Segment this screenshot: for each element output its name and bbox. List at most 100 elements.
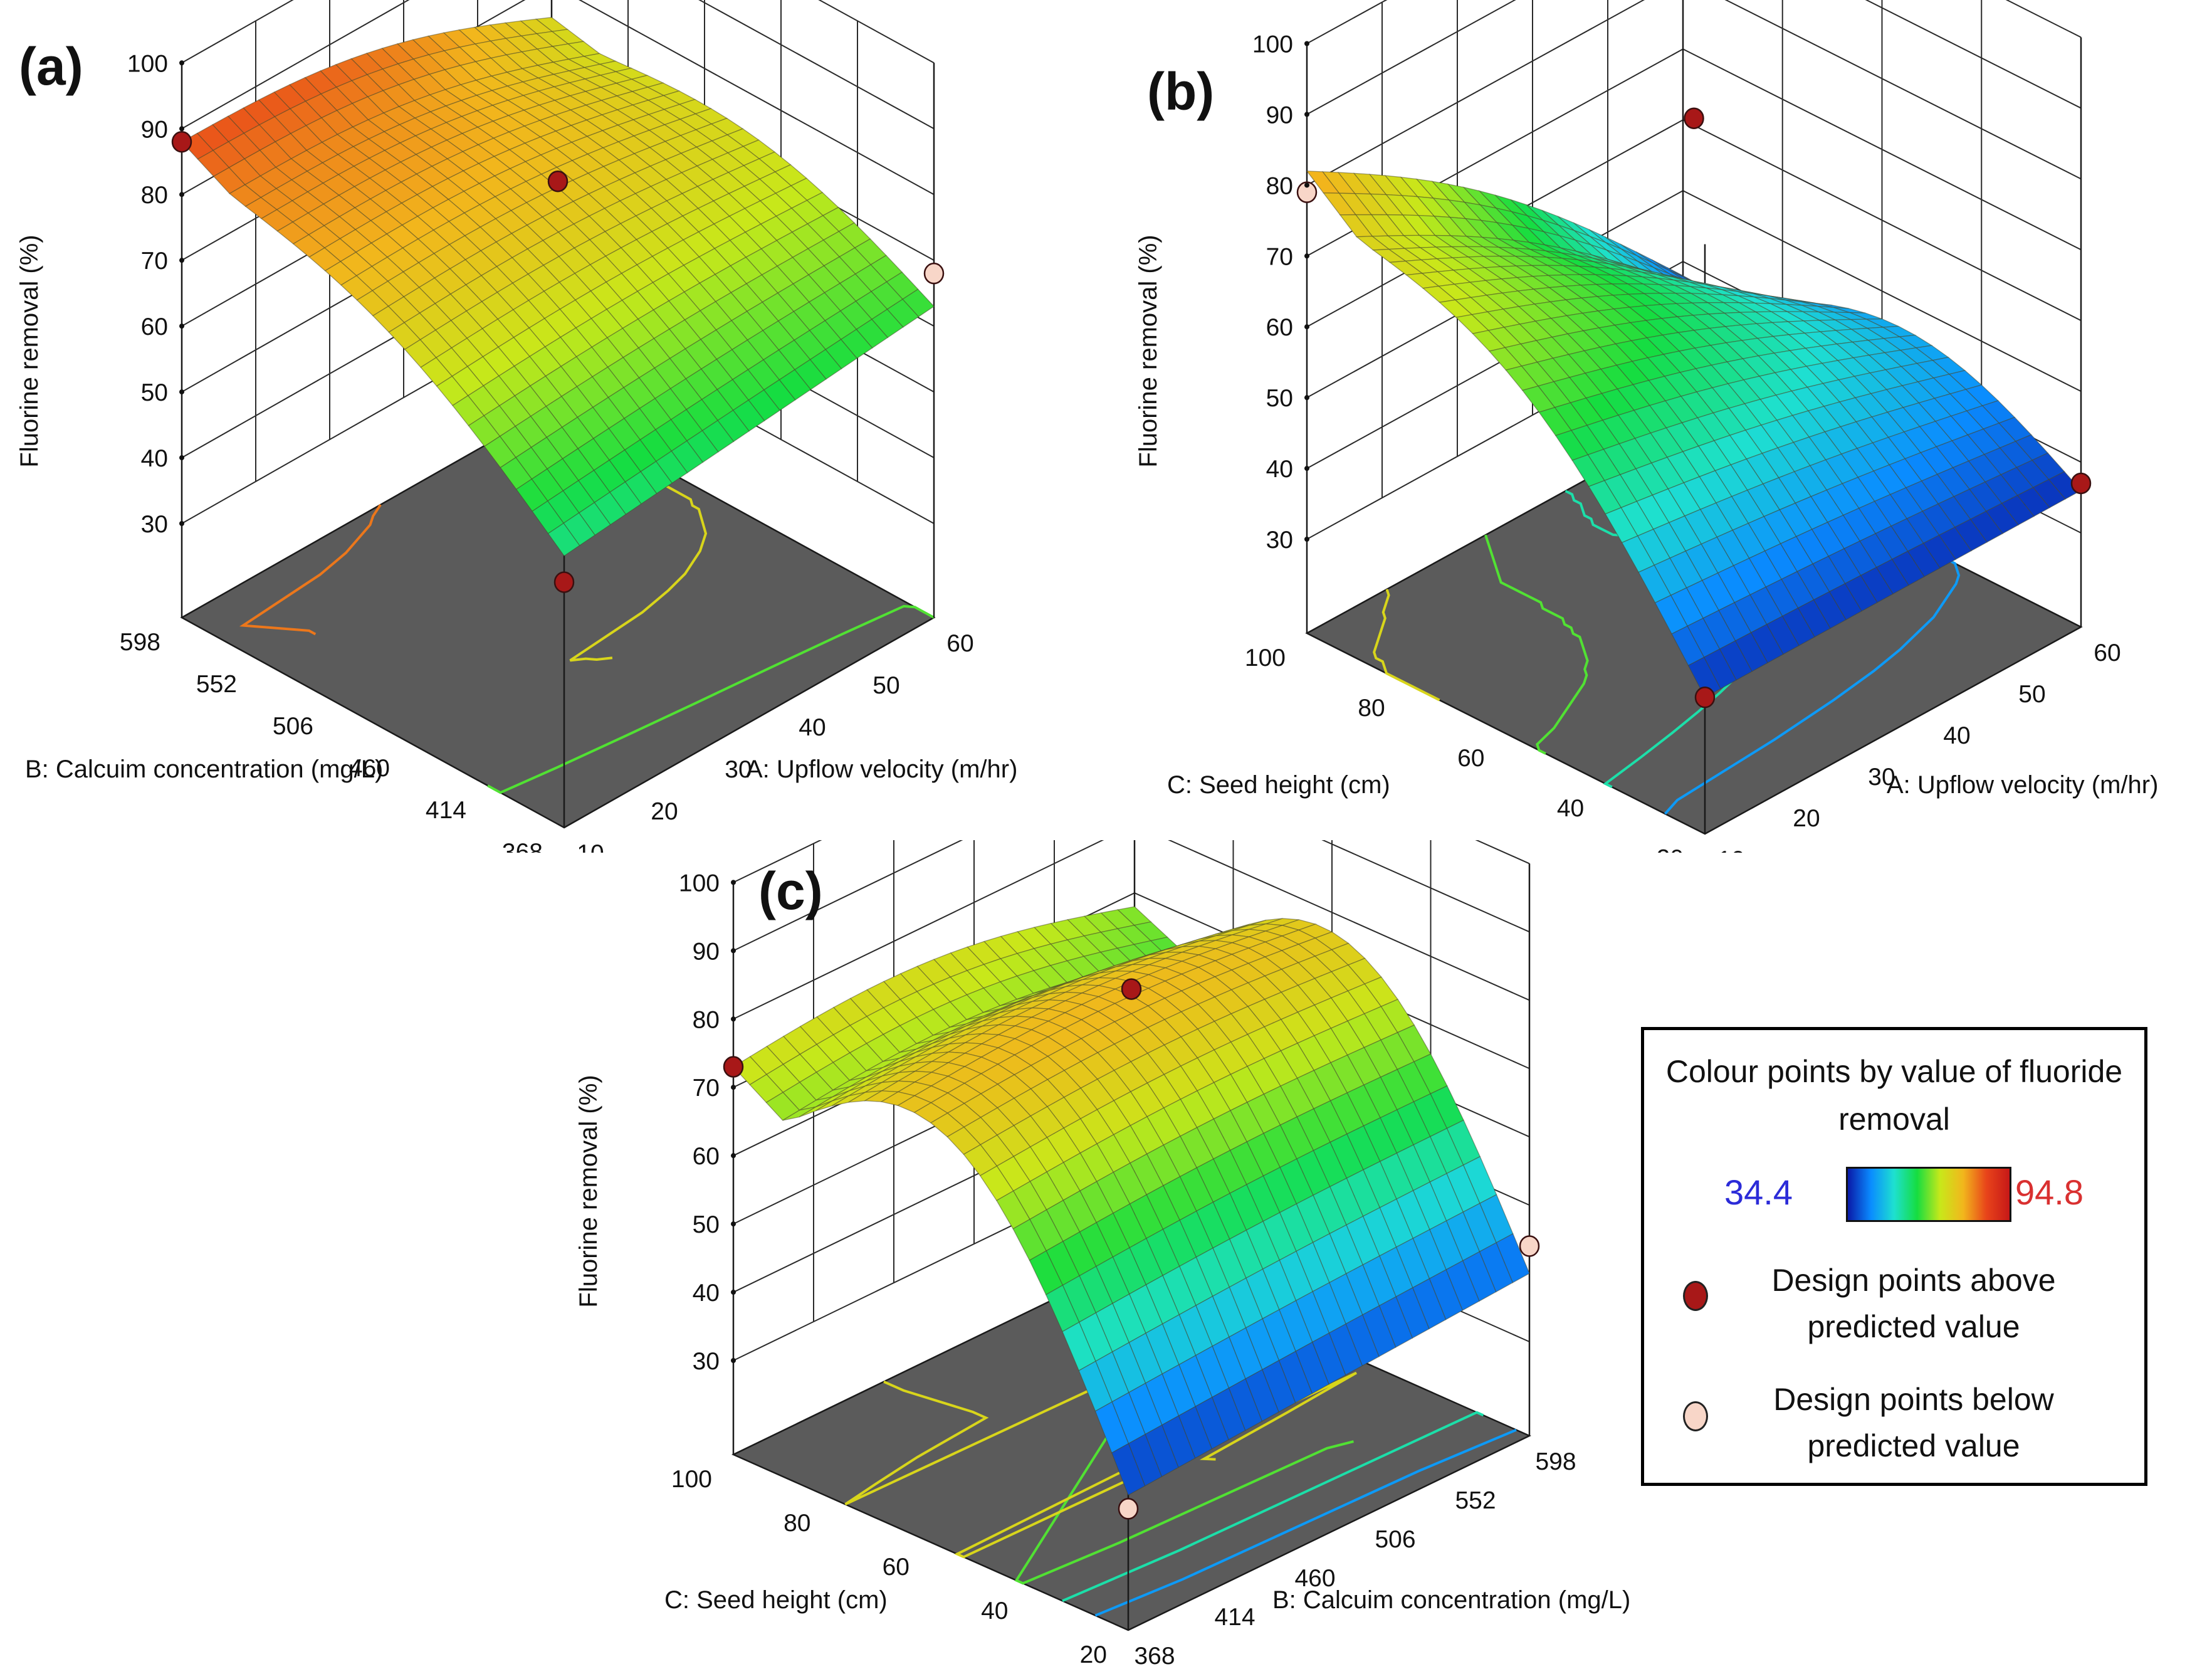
design-point-above (553, 571, 575, 593)
z-tick-mark (731, 948, 736, 954)
contour-line (239, 503, 382, 636)
contour-line (1094, 1428, 1517, 1617)
x-tick-label: 10 (1717, 846, 1744, 853)
surface-cell (547, 522, 580, 557)
design-point-below (1519, 1235, 1540, 1257)
z-axis-label: Fluorine removal (%) (16, 234, 43, 467)
z-tick-label: 60 (1266, 314, 1293, 341)
response-surface (181, 17, 935, 557)
panel-label: (b) (1147, 62, 1214, 121)
z-tick-label: 40 (693, 1280, 720, 1307)
z-tick-label: 70 (141, 248, 168, 275)
z-tick-mark (179, 324, 184, 329)
z-tick-mark (1304, 182, 1309, 188)
legend-below-label: Design points below predicted value (1773, 1382, 2054, 1463)
z-tick-mark (731, 880, 736, 885)
surface-plot-c: 30 40 50 60 70 80 90 100 368 414 460 506 552 598 20 40 6… (575, 840, 1630, 1669)
z-tick-mark (1304, 324, 1309, 330)
z-tick-label: 40 (1266, 456, 1293, 483)
below-point-marker-icon (1683, 1401, 1708, 1431)
surface-plot-b: 30 40 50 60 70 80 90 100 10 20 30 40 50 60 20 40 60 80 100… (1135, 0, 2158, 853)
x-axis-label: A: Upflow velocity (m/hr) (746, 756, 1017, 783)
x-tick-label: 368 (1134, 1643, 1175, 1669)
response-surface (1306, 171, 2082, 698)
y-tick-label: 368 (502, 839, 543, 853)
x-tick-label: 50 (2018, 681, 2045, 708)
design-point-below (1118, 1498, 1139, 1520)
legend-color-bar (1846, 1167, 2011, 1222)
z-axis-label: Fluorine removal (%) (1135, 234, 1162, 467)
z-tick-label: 30 (141, 511, 168, 538)
design-point-above (171, 130, 192, 153)
y-tick-label: 40 (981, 1598, 1008, 1624)
z-tick-mark (179, 258, 184, 263)
y-tick-label: 414 (426, 797, 466, 824)
x-tick-label: 30 (725, 756, 752, 783)
z-tick-label: 70 (693, 1075, 720, 1102)
y-tick-label: 460 (349, 755, 390, 782)
contour-line (1484, 534, 1589, 755)
x-tick-label: 506 (1375, 1526, 1415, 1553)
y-tick-label: 100 (1245, 645, 1286, 671)
z-tick-label: 90 (1266, 102, 1293, 129)
y-tick-label: 40 (1557, 795, 1584, 822)
z-tick-label: 50 (1266, 385, 1293, 412)
x-tick-label: 460 (1294, 1565, 1335, 1592)
z-tick-label: 100 (127, 50, 168, 77)
z-tick-label: 50 (141, 379, 168, 406)
tick-labels: 30 40 50 60 70 80 90 100 368 414 460 506 552 598 20 40 6… (671, 870, 1576, 1669)
z-tick-label: 80 (141, 182, 168, 209)
wall-grid-line (733, 840, 1530, 883)
y-tick-label: 60 (883, 1554, 909, 1581)
x-tick-label: 60 (946, 630, 973, 657)
z-axis-label: Fluorine removal (%) (575, 1075, 602, 1307)
x-tick-label: 60 (2094, 640, 2120, 666)
x-tick-label: 598 (1535, 1448, 1576, 1475)
z-tick-mark (1304, 537, 1309, 542)
wall-grid-line (733, 840, 1530, 1020)
z-tick-label: 70 (1266, 243, 1293, 270)
design-point-above (547, 170, 569, 192)
z-tick-mark (731, 1016, 736, 1022)
wall-grid-line (181, 0, 935, 130)
contour-line (1062, 1411, 1484, 1603)
z-tick-label: 90 (141, 116, 168, 143)
y-tick-label: 552 (196, 671, 237, 698)
legend-above-label: Design points above predicted value (1771, 1263, 2056, 1344)
x-tick-label: 414 (1214, 1604, 1255, 1631)
surface-cell (1111, 1443, 1146, 1496)
design-point-above (723, 1056, 744, 1078)
z-tick-mark (1304, 112, 1309, 117)
y-axis-label: C: Seed height (cm) (1167, 771, 1390, 799)
design-point-above (1684, 107, 1704, 129)
wall-grid-line (1306, 0, 2082, 186)
y-tick-label: 598 (120, 629, 160, 656)
z-tick-mark (179, 126, 184, 132)
x-tick-label: 50 (873, 672, 899, 699)
x-tick-label: 30 (1868, 764, 1895, 791)
design-points (171, 130, 945, 593)
z-tick-mark (1304, 395, 1309, 401)
x-tick-label: 552 (1455, 1487, 1496, 1514)
z-tick-label: 60 (693, 1143, 720, 1170)
x-tick-label: 40 (1943, 722, 1970, 749)
z-tick-label: 100 (679, 870, 720, 897)
contour-floor (180, 406, 936, 829)
tick-labels: 30 40 50 60 70 80 90 100 10 20 30 40 50 60 20 40 60 80 100 (1245, 31, 2121, 853)
contour-line (1373, 589, 1440, 702)
y-tick-label: 60 (1457, 745, 1484, 772)
above-point-marker-icon (1683, 1281, 1708, 1311)
y-tick-label: 20 (1657, 845, 1684, 853)
z-tick-label: 80 (1266, 172, 1293, 199)
wall-grid-line (1306, 0, 2082, 115)
z-tick-label: 80 (693, 1006, 720, 1033)
contour-line (487, 604, 935, 794)
surface-plot-a: 30 40 50 60 70 80 90 100 10 20 30 40 50 60 368 414 460 50… (16, 0, 1017, 853)
design-point-above (2070, 472, 2092, 495)
x-axis-label: A: Upflow velocity (m/hr) (1887, 771, 2158, 799)
z-tick-mark (179, 521, 184, 526)
y-tick-label: 80 (1358, 695, 1385, 722)
design-point-above (1121, 978, 1142, 1000)
z-tick-label: 30 (1266, 527, 1293, 554)
